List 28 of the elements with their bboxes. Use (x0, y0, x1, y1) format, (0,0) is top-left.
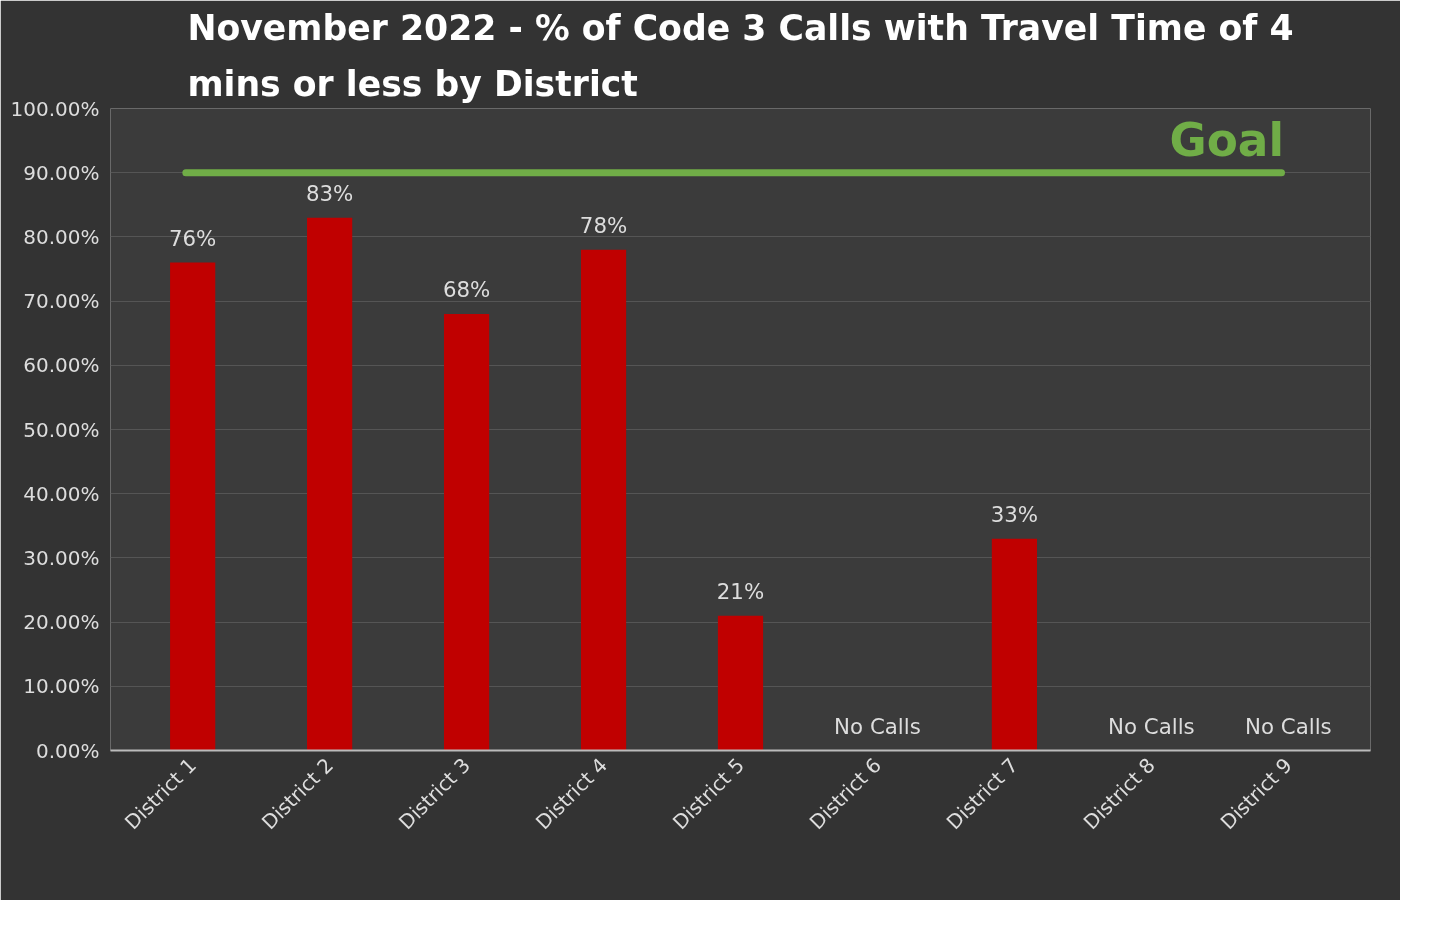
bar (580, 249, 627, 751)
y-tick-label: 40.00% (23, 481, 100, 506)
data-label: 83% (305, 180, 354, 206)
data-label: 76% (168, 225, 217, 251)
bar (443, 313, 490, 751)
data-label: 33% (990, 501, 1039, 527)
y-tick-label: 60.00% (23, 353, 100, 378)
y-tick-label: 50.00% (23, 417, 100, 442)
text: No Calls (1244, 713, 1332, 739)
ref-line-label: Goal (1169, 113, 1284, 167)
y-tick-label: 90.00% (23, 160, 100, 185)
bar (717, 615, 764, 751)
y-tick-label: 20.00% (23, 610, 100, 635)
y-tick-label: 30.00% (23, 545, 100, 570)
bar (170, 262, 216, 751)
bar (991, 538, 1038, 751)
y-tick-label: 80.00% (23, 224, 100, 249)
bar (307, 217, 353, 751)
text: No Calls (1108, 713, 1195, 739)
chart-title: November 2022 - % of Code 3 Calls with Travel Time of 4 mins or less by District (187, 7, 1294, 104)
y-tick-label: 10.00% (23, 674, 100, 699)
data-label: 21% (716, 578, 765, 604)
y-tick-label: 0.00% (35, 738, 100, 763)
y-tick-label: 70.00% (23, 289, 100, 314)
y-tick-label: 100.00% (10, 96, 100, 121)
data-label: 78% (579, 212, 628, 238)
data-label: 68% (442, 276, 491, 302)
text: No Calls (834, 713, 921, 739)
